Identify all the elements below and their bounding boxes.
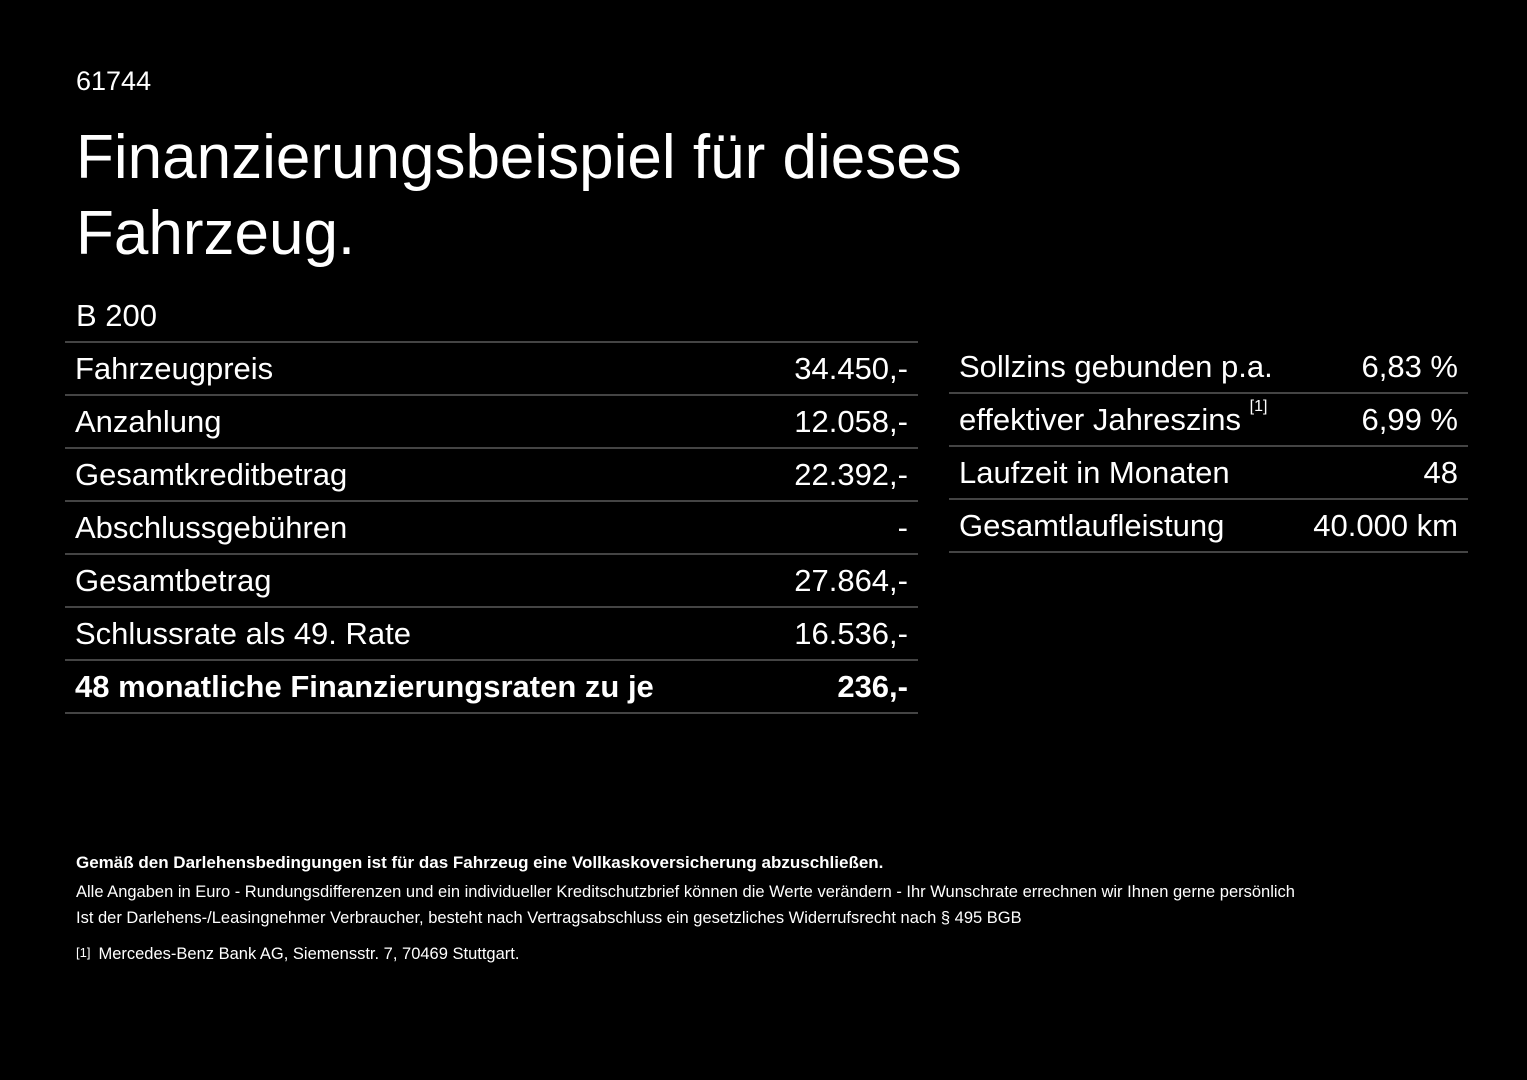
row-value: 27.864,- (762, 554, 918, 608)
row-label: Gesamtlaufleistung (949, 499, 1297, 553)
row-label: Gesamtkreditbetrag (65, 448, 763, 502)
right-table: Sollzins gebunden p.a. 6,83 % effektiver J… (949, 341, 1468, 553)
table-row: Laufzeit in Monaten 48 (949, 446, 1468, 500)
table-row: Sollzins gebunden p.a. 6,83 % (949, 341, 1468, 394)
insurance-note: Gemäß den Darlehensbedingungen ist für d… (76, 853, 884, 872)
row-label: effektiver Jahreszins [1] (949, 393, 1297, 447)
table-row: Gesamtkreditbetrag 22.392,- (65, 448, 918, 502)
row-label: Fahrzeugpreis (65, 342, 763, 396)
row-label: Abschlussgebühren (65, 501, 763, 555)
row-value: 6,83 % (1296, 341, 1468, 394)
table-row: 48 monatliche Finanzierungsraten zu je 23… (65, 660, 918, 714)
label-text: Laufzeit in Monaten (959, 454, 1230, 490)
label-text: Anzahlung (75, 403, 222, 439)
label-text: Gesamtkreditbetrag (75, 456, 348, 492)
row-label: Anzahlung (65, 395, 763, 449)
table-row: effektiver Jahreszins [1] 6,99 % (949, 393, 1468, 447)
label-text: Gesamtlaufleistung (959, 507, 1225, 543)
row-value: 12.058,- (762, 395, 918, 449)
row-label: 48 monatliche Finanzierungsraten zu je (65, 660, 763, 714)
footnote: [1] Mercedes-Benz Bank AG, Siemensstr. 7,… (76, 945, 519, 964)
title-line: Finanzierungsbeispiel für dieses (76, 123, 962, 192)
row-value: 16.536,- (762, 607, 918, 661)
table-row: Fahrzeugpreis 34.450,- (65, 342, 918, 396)
offer-id: 61744 (76, 66, 152, 96)
row-value: 6,99 % (1296, 393, 1468, 447)
footer-line: Ist der Darlehens-/Leasingnehmer Verbrau… (76, 909, 1022, 927)
label-text: Sollzins gebunden p.a. (959, 348, 1273, 384)
row-value: 40.000 km (1296, 499, 1468, 553)
row-value: 22.392,- (762, 448, 918, 502)
label-text: 48 monatliche Finanzierungsraten zu je (75, 668, 654, 704)
table-row: Anzahlung 12.058,- (65, 395, 918, 449)
row-value: 34.450,- (762, 342, 918, 396)
left-table: Fahrzeugpreis 34.450,- Anzahlung 12.058,- Ge… (65, 341, 918, 714)
row-label: Laufzeit in Monaten (949, 446, 1297, 500)
footnote-mark: [1] (76, 945, 91, 960)
table-row: Gesamtlaufleistung 40.000 km (949, 499, 1468, 553)
row-label: Sollzins gebunden p.a. (949, 341, 1297, 394)
footer-line: Alle Angaben in Euro - Rundungsdifferenz… (76, 883, 1295, 901)
table-row: Gesamtbetrag 27.864,- (65, 554, 918, 608)
table-row: Schlussrate als 49. Rate 16.536,- (65, 607, 918, 661)
label-text: Fahrzeugpreis (75, 350, 274, 386)
label-text: Abschlussgebühren (75, 509, 348, 545)
title: Finanzierungsbeispiel für dieses Fahrzeu… (76, 120, 962, 272)
row-label: Schlussrate als 49. Rate (65, 607, 763, 661)
footnote-ref: [1] (1249, 397, 1268, 415)
title-line: Fahrzeug. (76, 199, 356, 268)
footnote-text: Mercedes-Benz Bank AG, Siemensstr. 7, 70… (98, 945, 520, 963)
row-value: 236,- (762, 660, 918, 714)
row-value: - (762, 501, 918, 555)
table-row: Abschlussgebühren - (65, 501, 918, 555)
row-value: 48 (1296, 446, 1468, 500)
label-text: Schlussrate als 49. Rate (75, 615, 412, 651)
label-text: effektiver Jahreszins (959, 401, 1241, 437)
label-text: Gesamtbetrag (75, 562, 272, 598)
model: B 200 (76, 298, 158, 333)
row-label: Gesamtbetrag (65, 554, 763, 608)
